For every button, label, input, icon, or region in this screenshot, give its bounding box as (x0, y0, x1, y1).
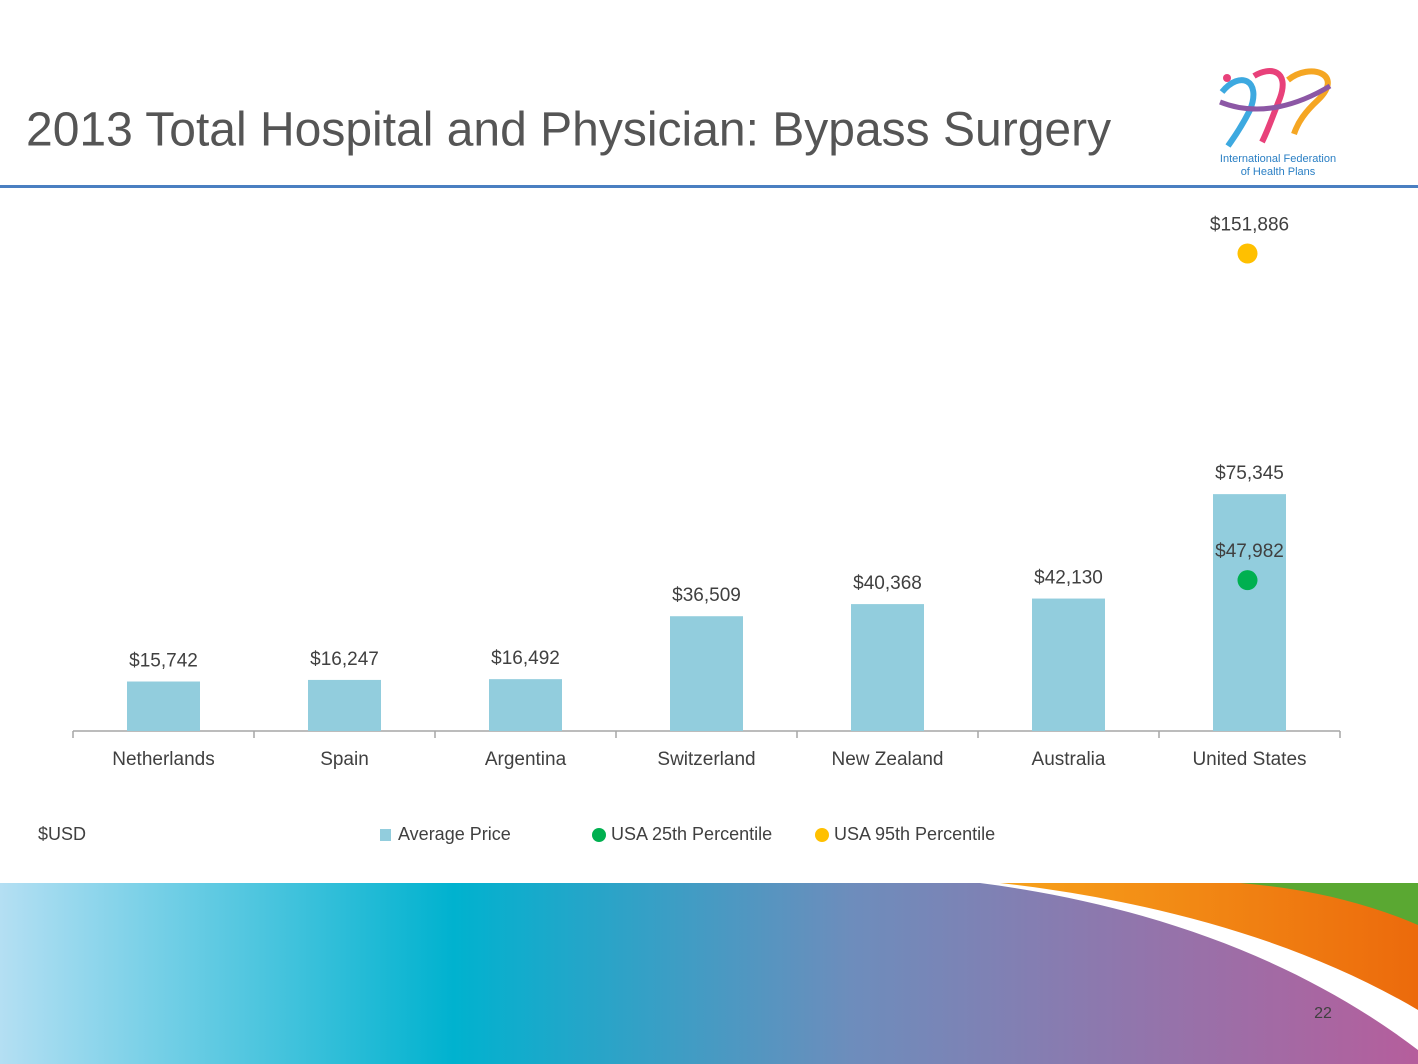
legend-label: Average Price (398, 824, 511, 844)
legend-swatch (380, 829, 391, 841)
bar (851, 604, 924, 731)
data-label: $42,130 (1034, 568, 1103, 589)
bar (1032, 598, 1105, 731)
data-label: $15,742 (129, 651, 198, 672)
logo-text: of Health Plans (1241, 166, 1316, 178)
data-label: $40,368 (853, 573, 922, 594)
point (1237, 570, 1258, 591)
x-tick-label: Switzerland (657, 749, 755, 770)
bar (489, 679, 562, 731)
bar (1213, 494, 1286, 731)
footer-band (0, 883, 1418, 1064)
data-label: $16,492 (491, 648, 560, 669)
data-label: $16,247 (310, 649, 379, 670)
x-tick-label: Netherlands (112, 749, 214, 770)
legend-swatch (592, 828, 606, 842)
legend-label: USA 25th Percentile (611, 824, 772, 844)
data-label: $36,509 (672, 585, 741, 606)
slide-title: 2013 Total Hospital and Physician: Bypas… (26, 104, 1111, 157)
logo-text: International Federation (1220, 153, 1336, 165)
data-label: $151,886 (1210, 215, 1289, 236)
bar (308, 679, 381, 731)
x-tick-label: Spain (320, 749, 369, 770)
title-rule (0, 185, 1418, 188)
x-tick-label: Argentina (485, 749, 567, 770)
data-label: $47,982 (1215, 541, 1284, 562)
x-tick-label: United States (1192, 749, 1306, 770)
legend-swatch (815, 828, 829, 842)
data-label: $75,345 (1215, 463, 1284, 484)
legend-label: USA 95th Percentile (834, 824, 995, 844)
bar (670, 616, 743, 731)
y-unit-label: $USD (38, 824, 86, 844)
point (1237, 243, 1258, 264)
x-tick-label: Australia (1032, 749, 1106, 770)
bar (127, 681, 200, 731)
logo: International Federation of Health Plans (1219, 68, 1336, 178)
x-tick-label: New Zealand (832, 749, 944, 770)
page-number: 22 (1314, 1005, 1332, 1022)
